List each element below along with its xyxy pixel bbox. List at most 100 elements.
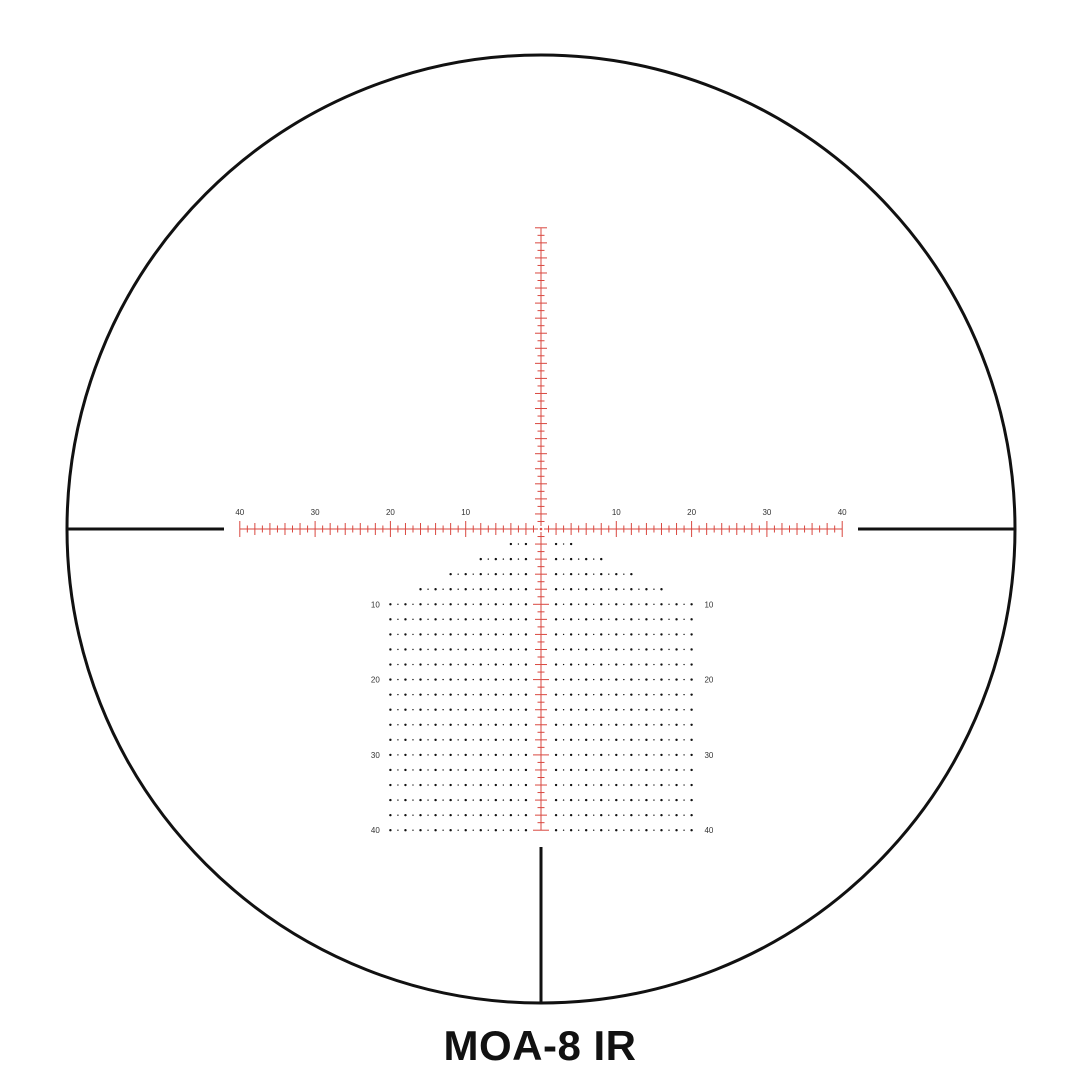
holdover-dot — [449, 572, 452, 576]
holdover-dot — [608, 678, 610, 681]
holdover-dot — [554, 588, 558, 591]
holdover-dot — [577, 829, 580, 831]
holdover-dot — [524, 768, 528, 772]
holdover-dot — [608, 724, 610, 726]
holdover-dot — [593, 603, 595, 605]
holdover-dot — [562, 754, 565, 756]
holdover-dot — [494, 738, 498, 742]
holdover-dot — [404, 648, 407, 651]
holdover-dot — [389, 813, 392, 817]
holdover-dot — [675, 693, 678, 696]
holdover-dot — [479, 633, 482, 636]
holdover-dot — [502, 678, 505, 681]
holdover-dot — [608, 603, 610, 605]
holdover-dot — [690, 603, 693, 606]
holdover-dot — [623, 739, 625, 741]
holdover-dot — [427, 648, 429, 651]
holdover-dot — [593, 739, 595, 741]
holdover-dot — [645, 678, 648, 681]
holdover-dot — [517, 618, 520, 621]
holdover-dot — [494, 633, 498, 636]
holdover-dot — [569, 633, 573, 636]
holdover-dot — [472, 724, 474, 726]
holdover-dot — [389, 723, 392, 726]
holdover-dot — [479, 663, 482, 666]
holdover-dot — [584, 678, 588, 681]
holdover-dot — [412, 814, 414, 816]
holdover-dot — [457, 769, 459, 771]
holdover-dot — [584, 693, 588, 696]
holdover-dot — [569, 708, 573, 711]
holdover-dot — [397, 829, 399, 831]
holdover-dot — [630, 603, 633, 606]
center-dot — [539, 527, 543, 531]
holdover-dot — [660, 768, 663, 772]
holdover-dot — [449, 708, 452, 711]
holdover-dot — [449, 678, 452, 681]
holdover-dot — [638, 754, 640, 756]
holdover-dot — [434, 723, 437, 726]
holdover-dot — [524, 723, 528, 726]
holdover-dot — [608, 784, 610, 786]
holdover-dot — [653, 754, 655, 756]
holdover-dot — [449, 738, 452, 742]
holdover-dot — [494, 813, 498, 817]
holdover-dot — [412, 739, 414, 741]
holdover-dot — [397, 663, 399, 666]
holdover-dot — [623, 814, 625, 816]
holdover-dot — [502, 633, 505, 636]
holdover-dot — [660, 678, 663, 681]
holdover-dot — [524, 813, 528, 817]
holdover-dot — [494, 798, 498, 802]
holdover-dot — [554, 678, 558, 681]
holdover-dot — [509, 813, 513, 817]
holdover-dot — [479, 753, 482, 757]
holdover-dot — [404, 618, 407, 621]
holdover-dot — [562, 814, 565, 816]
holdover-dot — [449, 693, 452, 696]
holdover-dot — [419, 783, 422, 787]
holdover-dot — [494, 783, 498, 787]
holdover-dot — [645, 588, 648, 591]
holdover-dot — [464, 588, 467, 591]
holdover-dot — [434, 813, 437, 817]
holdover-dot — [509, 738, 513, 742]
holdover-dot — [569, 723, 573, 726]
holdover-dot — [683, 724, 685, 726]
holdover-dot — [660, 588, 663, 591]
holdover-dot — [584, 572, 588, 576]
holdover-dot — [660, 603, 663, 606]
holdover-dot — [623, 648, 625, 651]
holdover-dot — [389, 708, 392, 711]
holdover-dot — [690, 753, 693, 757]
holdover-dot — [645, 813, 648, 817]
holdover-dot — [660, 829, 663, 832]
holdover-dot — [615, 829, 618, 832]
holdover-dot — [397, 784, 399, 786]
holdover-dot — [690, 738, 693, 742]
holdover-dot — [683, 739, 685, 741]
holdover-dot — [419, 633, 422, 636]
holdover-dot — [645, 708, 648, 711]
holdover-dot — [509, 708, 513, 711]
holdover-dot — [577, 558, 580, 560]
holdover-dot — [615, 588, 618, 591]
holdover-dot — [442, 724, 444, 726]
holdover-dot — [630, 663, 633, 666]
holdover-dot — [577, 799, 580, 801]
holdover-dot — [630, 798, 633, 802]
holdover-dot — [562, 784, 565, 786]
holdover-dot — [494, 753, 498, 757]
holdover-dot — [472, 754, 474, 756]
holdover-dot — [690, 648, 693, 651]
holdover-dot — [502, 588, 505, 590]
holdover-dot — [615, 603, 618, 606]
holdover-dot — [690, 798, 693, 802]
holdover-dot — [645, 648, 648, 651]
holdover-dot — [412, 709, 414, 711]
row-label-left: 20 — [371, 676, 380, 685]
holdover-dot — [577, 588, 580, 590]
holdover-dot — [569, 618, 573, 621]
holdover-dot — [569, 588, 573, 591]
holdover-dot — [554, 768, 558, 772]
